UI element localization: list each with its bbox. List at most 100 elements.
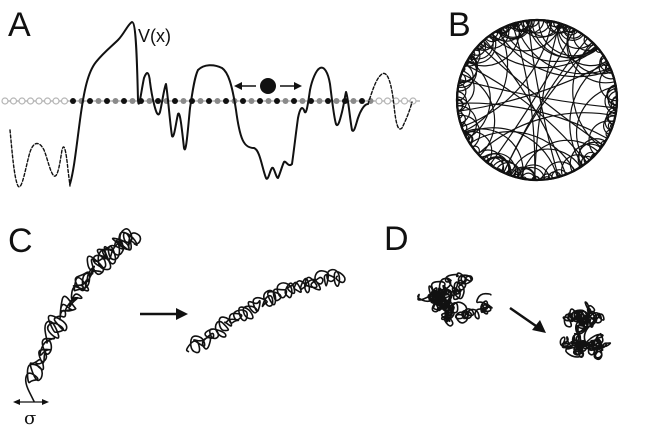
geodesic-arc xyxy=(580,155,593,167)
panel-d: D xyxy=(384,220,612,361)
geodesic-arc xyxy=(461,21,553,128)
geodesic-arc xyxy=(588,120,615,156)
geodesic-arc xyxy=(457,57,478,88)
geodesic-arc xyxy=(488,25,508,41)
arrow-d xyxy=(509,306,546,333)
lattice-site xyxy=(146,98,153,104)
arrow-right-head xyxy=(294,82,302,90)
geodesic-arc xyxy=(477,149,504,172)
geodesic-arc xyxy=(540,173,554,180)
geodesic-arc xyxy=(577,141,604,168)
arrow-c xyxy=(140,308,188,320)
geodesic-arc xyxy=(510,166,537,180)
arrow-left-head xyxy=(234,82,242,90)
lattice-site xyxy=(60,97,69,105)
scale-bar: σ xyxy=(13,399,49,428)
geodesic-arc xyxy=(598,56,615,80)
geodesic-arc xyxy=(468,46,481,60)
lattice-site xyxy=(52,97,60,105)
lattice-site xyxy=(95,98,102,104)
arrow-d-line xyxy=(509,306,537,328)
lattice-site xyxy=(1,97,9,105)
scale-bar-right-head xyxy=(42,399,49,405)
geodesic-arc xyxy=(482,40,598,69)
geodesic-arc xyxy=(464,133,474,145)
geodesic-arc xyxy=(600,55,610,67)
geodesic-arc xyxy=(562,24,579,36)
scale-label-sigma: σ xyxy=(24,408,36,428)
arrow-d-head xyxy=(532,320,546,333)
geodesic-arc xyxy=(460,122,468,133)
geodesic-arc xyxy=(485,28,502,43)
geodesic-arc xyxy=(578,138,606,167)
particle-dot xyxy=(260,78,276,94)
lattice-site xyxy=(400,97,409,105)
geodesic-arc xyxy=(459,78,617,109)
geodesic-arc xyxy=(575,85,616,163)
lattice-site xyxy=(291,98,297,104)
geodesic-arc xyxy=(491,23,562,52)
lattice-site xyxy=(383,97,392,105)
geodesic-arc xyxy=(534,23,561,180)
lattice-site xyxy=(26,97,35,105)
geodesic-arc xyxy=(483,152,517,178)
geodesic-arc xyxy=(520,21,560,38)
scale-bar-left-head xyxy=(13,399,20,405)
lattice-site xyxy=(350,98,357,104)
panel-a: A V(x) xyxy=(1,6,420,188)
lattice-site xyxy=(121,98,127,104)
lattice-site xyxy=(104,98,110,104)
geodesic-arc xyxy=(527,20,559,178)
geodesic-arc xyxy=(522,21,552,34)
geodesic-arc xyxy=(497,20,532,40)
geodesic-arc xyxy=(464,131,493,164)
lattice-site xyxy=(257,98,263,104)
lattice-site xyxy=(129,98,136,104)
geodesic-arc xyxy=(496,25,510,35)
geodesic-arc xyxy=(477,112,616,155)
lattice-site xyxy=(70,98,76,104)
geodesic-arc xyxy=(458,73,467,87)
arrow-c-head xyxy=(176,308,188,320)
geodesic-arc xyxy=(531,20,599,59)
geodesic-arc xyxy=(458,114,481,148)
geodesic-arc xyxy=(558,23,584,41)
geodesic-arc xyxy=(604,87,617,115)
lattice-site xyxy=(248,98,255,104)
panel-letter-b: B xyxy=(448,6,471,44)
potential-curve xyxy=(69,21,369,185)
geodesic-arc xyxy=(569,60,608,166)
lattice-site xyxy=(274,98,280,104)
lattice-site xyxy=(87,98,93,104)
geodesic-arc xyxy=(457,90,468,113)
lattice-site xyxy=(206,98,212,104)
lattice-site xyxy=(240,98,246,104)
polymer-globule-final xyxy=(559,301,612,361)
lattice-site xyxy=(112,98,119,104)
geodesic-arc xyxy=(557,22,593,49)
lattice-site xyxy=(9,97,18,105)
geodesic-arc xyxy=(457,82,467,102)
lattice-site xyxy=(299,98,306,104)
lattice-site xyxy=(333,98,340,104)
panel-letter-d: D xyxy=(384,220,409,258)
panel-letter-c: C xyxy=(8,222,33,260)
lattice-site xyxy=(197,98,204,104)
geodesic-arc xyxy=(599,66,617,102)
geodesic-arc xyxy=(469,131,575,172)
geodesic-arc xyxy=(538,20,598,57)
lattice-site xyxy=(316,98,323,104)
lattice-site xyxy=(172,98,178,104)
geodesic-arc xyxy=(516,164,551,180)
geodesic-arc xyxy=(603,115,616,136)
potential-image-left xyxy=(9,129,71,188)
geodesic-arc xyxy=(543,161,576,180)
geodesic-arc xyxy=(583,35,595,47)
lattice-site xyxy=(180,98,187,104)
lattice-site xyxy=(35,97,43,105)
lattice-site xyxy=(409,97,417,105)
polymer-chain-stretched xyxy=(185,268,346,354)
potential-label: V(x) xyxy=(138,26,171,46)
lattice-site xyxy=(223,98,229,104)
